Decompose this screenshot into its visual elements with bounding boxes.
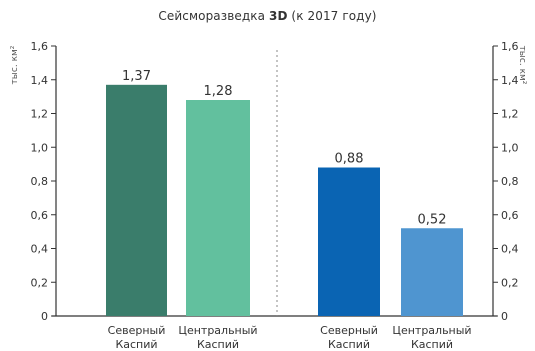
chart-title-prefix: Сейсморазведка <box>158 9 269 23</box>
bar <box>186 100 250 316</box>
y-tick-label-right: 0,6 <box>501 209 519 222</box>
y-tick-label-right: 0 <box>501 310 508 323</box>
category-label-line2: Каспий <box>115 338 157 351</box>
chart-title-bold: 3D <box>269 9 288 23</box>
chart-title: Сейсморазведка 3D (к 2017 году) <box>0 9 535 23</box>
y-tick-label-right: 0,2 <box>501 276 519 289</box>
y-tick-label-right: 1,4 <box>501 74 519 87</box>
chart-title-suffix: (к 2017 году) <box>287 9 377 23</box>
y-tick-label-right: 0,4 <box>501 243 519 256</box>
bar-value-label: 0,88 <box>335 152 364 167</box>
y-tick-label-left: 1,2 <box>31 108 49 121</box>
category-label-line2: Каспий <box>197 338 239 351</box>
bar <box>106 84 167 316</box>
y-tick-label-left: 0,8 <box>31 175 49 188</box>
y-tick-label-left: 1,6 <box>31 40 49 53</box>
y-tick-label-right: 1,0 <box>501 141 519 154</box>
bar-value-label: 1,28 <box>204 84 233 99</box>
category-label-line1: Северный <box>108 324 166 337</box>
category-label-line1: Северный <box>320 324 378 337</box>
y-tick-label-right: 0,8 <box>501 175 519 188</box>
y-tick-label-left: 0 <box>41 310 48 323</box>
category-label-line2: Каспий <box>411 338 453 351</box>
y-tick-label-left: 0,4 <box>31 243 49 256</box>
y-tick-label-left: 0,6 <box>31 209 49 222</box>
y-tick-label-left: 0,2 <box>31 276 49 289</box>
y-tick-label-right: 1,2 <box>501 108 519 121</box>
bar <box>318 167 380 316</box>
bar-value-label: 1,37 <box>122 69 151 84</box>
y-tick-label-left: 1,4 <box>31 74 49 87</box>
y-tick-label-left: 1,0 <box>31 141 49 154</box>
bar-value-label: 0,52 <box>418 212 447 227</box>
y-tick-label-right: 1,6 <box>501 40 519 53</box>
bar <box>401 228 463 316</box>
category-label-line1: Центральный <box>178 324 257 337</box>
category-label-line1: Центральный <box>392 324 471 337</box>
category-label-line2: Каспий <box>328 338 370 351</box>
